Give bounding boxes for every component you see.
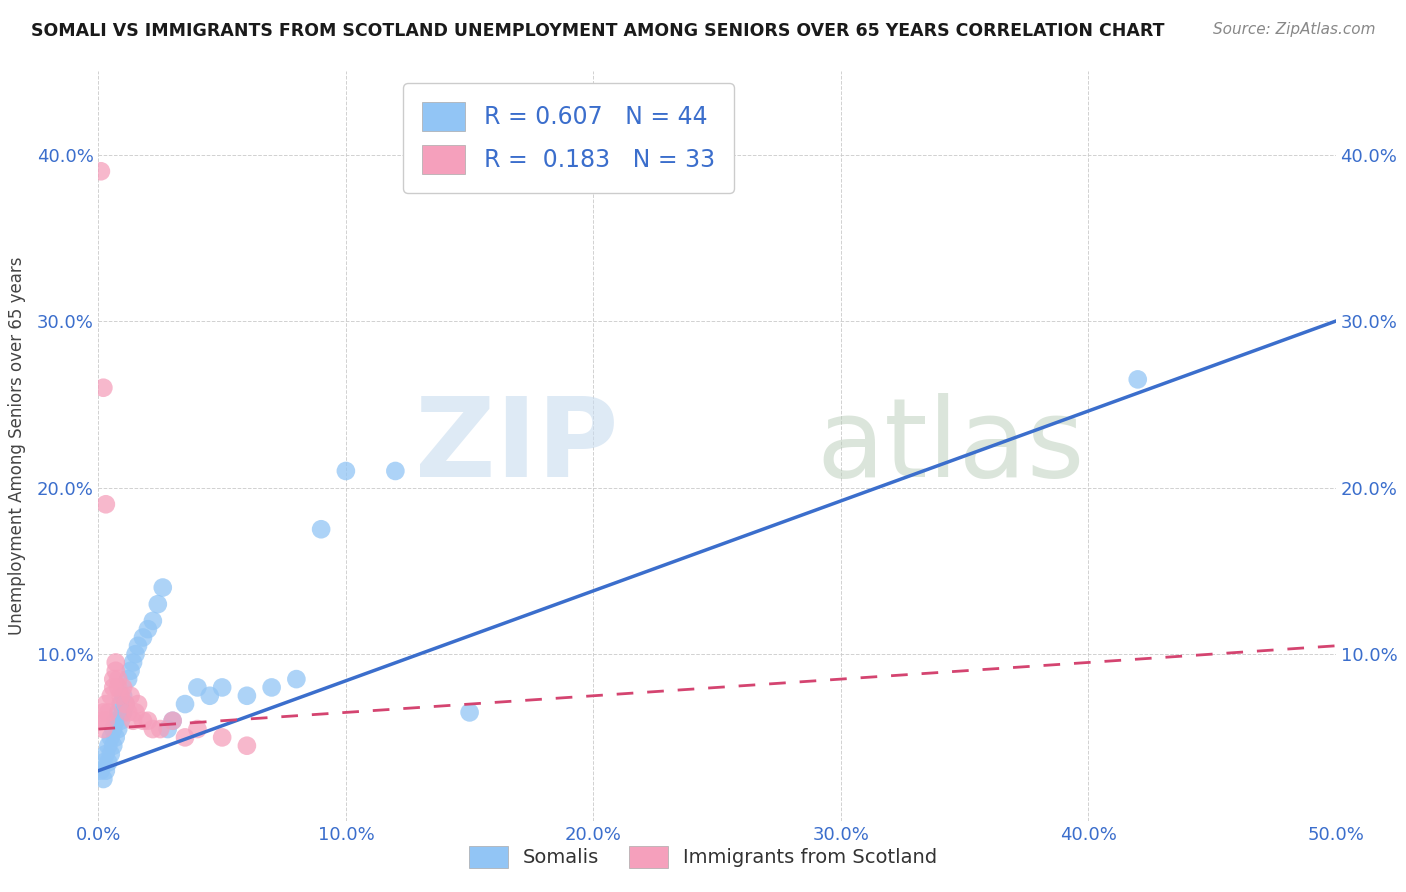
Point (107, 722, 129, 736)
Point (309, 522, 332, 536)
Point (211, 731, 233, 745)
Text: ZIP: ZIP (415, 392, 619, 500)
Point (458, 706, 481, 720)
Point (152, 581, 174, 595)
Point (120, 689, 142, 703)
Point (124, 647, 146, 661)
Point (236, 689, 259, 703)
Legend: R = 0.607   N = 44, R =  0.183   N = 33: R = 0.607 N = 44, R = 0.183 N = 33 (404, 83, 734, 193)
Y-axis label: Unemployment Among Seniors over 65 years: Unemployment Among Seniors over 65 years (7, 257, 25, 635)
Point (149, 722, 172, 736)
Point (93, 722, 115, 736)
Point (90, 764, 112, 778)
Text: SOMALI VS IMMIGRANTS FROM SCOTLAND UNEMPLOYMENT AMONG SENIORS OVER 65 YEARS CORR: SOMALI VS IMMIGRANTS FROM SCOTLAND UNEMP… (31, 22, 1164, 40)
Point (198, 689, 221, 703)
Point (107, 681, 129, 695)
Point (142, 614, 165, 628)
Point (384, 464, 406, 478)
Point (236, 739, 259, 753)
Point (211, 681, 233, 695)
Legend: Somalis, Immigrants from Scotland: Somalis, Immigrants from Scotland (460, 836, 946, 878)
Point (100, 747, 122, 761)
Point (94, 714, 117, 728)
Point (110, 697, 132, 711)
Point (112, 689, 135, 703)
Point (103, 739, 125, 753)
Point (142, 722, 165, 736)
Point (100, 689, 122, 703)
Point (104, 664, 127, 678)
Point (117, 672, 139, 686)
Point (93, 381, 115, 395)
Point (104, 656, 127, 670)
Point (162, 714, 184, 728)
Point (110, 689, 132, 703)
Point (107, 706, 129, 720)
Point (122, 656, 145, 670)
Point (93, 706, 115, 720)
Point (127, 697, 149, 711)
Point (93, 772, 115, 786)
Point (103, 672, 125, 686)
Point (127, 639, 149, 653)
Point (94, 764, 117, 778)
Point (97, 739, 120, 753)
Point (103, 681, 125, 695)
Point (122, 714, 145, 728)
Point (132, 631, 155, 645)
Point (107, 672, 129, 686)
Point (97, 706, 120, 720)
Point (110, 714, 132, 728)
Point (112, 681, 135, 695)
Point (136, 714, 159, 728)
Point (136, 622, 159, 636)
Point (120, 664, 142, 678)
Point (94, 497, 117, 511)
Point (285, 672, 308, 686)
Point (162, 714, 184, 728)
Point (186, 681, 208, 695)
Point (90, 714, 112, 728)
Point (90, 164, 112, 178)
Point (104, 714, 127, 728)
Point (94, 747, 117, 761)
Point (156, 722, 179, 736)
Point (174, 731, 197, 745)
Point (124, 706, 146, 720)
Point (112, 706, 135, 720)
Point (104, 731, 127, 745)
Point (1126, 372, 1149, 386)
Point (186, 722, 208, 736)
Point (335, 464, 357, 478)
Text: atlas: atlas (815, 392, 1084, 500)
Point (100, 731, 122, 745)
Point (117, 706, 139, 720)
Point (146, 597, 169, 611)
Point (93, 756, 115, 770)
Point (97, 756, 120, 770)
Point (132, 714, 155, 728)
Point (260, 681, 283, 695)
Point (94, 697, 117, 711)
Point (114, 697, 136, 711)
Point (174, 697, 197, 711)
Text: Source: ZipAtlas.com: Source: ZipAtlas.com (1212, 22, 1375, 37)
Point (114, 697, 136, 711)
Point (103, 722, 125, 736)
